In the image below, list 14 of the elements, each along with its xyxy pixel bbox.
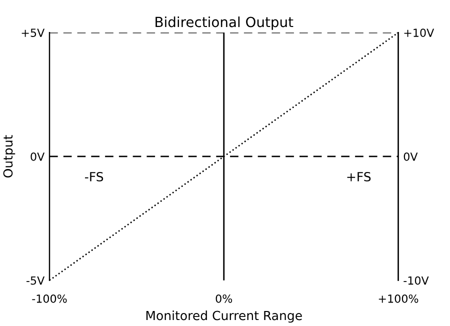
y-tick-label: 0V [30,152,45,161]
y2-tick-label: -10V [404,276,429,285]
y-tick-label: +5V [22,28,45,37]
y-tick-label: -5V [26,276,45,285]
y2-tick-label: 0V [404,152,418,161]
chart-title: Bidirectional Output [156,16,294,30]
annotation: +FS [347,172,371,182]
x-tick-label: 0% [216,294,232,303]
annotation: -FS [84,172,104,182]
y2-tick-label: +10V [404,28,434,37]
y-axis-title: Output [3,135,16,178]
x-axis-title: Monitored Current Range [146,310,302,323]
x-tick-label: +100% [378,294,418,303]
x-tick-label: -100% [32,294,67,303]
